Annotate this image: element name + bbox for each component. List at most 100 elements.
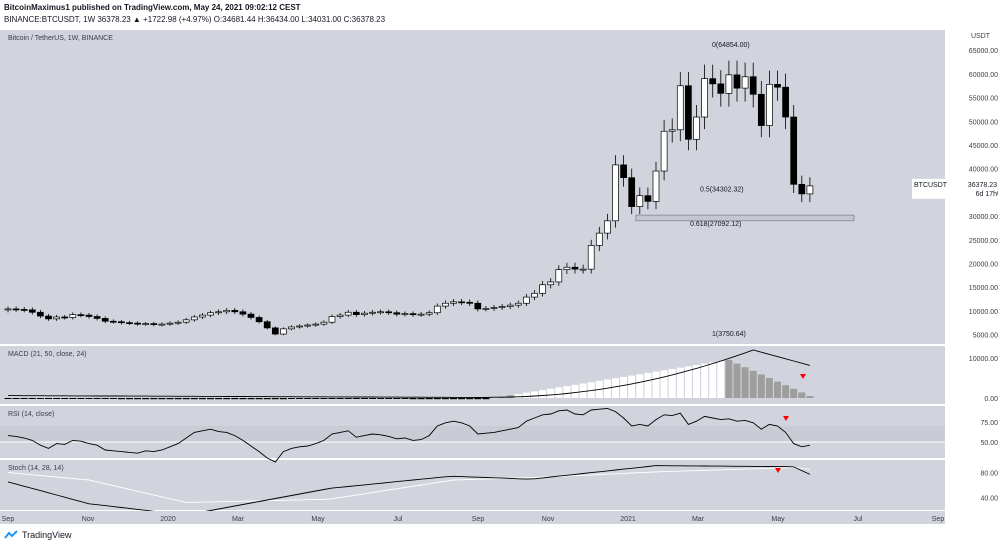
candlestick-chart-svg[interactable]: 0(64854.00) 0.5(34302.32) 0.618(27092.12) 1…: [0, 30, 1000, 524]
candle-body: [369, 311, 376, 314]
candle-body: [701, 78, 708, 118]
x-tick-label: Mar: [232, 516, 245, 523]
candle-body: [101, 318, 109, 322]
rsi-bearish-marker: [783, 416, 789, 421]
macd-hist-bar: [790, 388, 798, 398]
rsi-line: [7, 407, 810, 463]
macd-hist-bar: [393, 398, 401, 399]
macd-hist-bar: [150, 398, 158, 400]
candle-body: [757, 93, 765, 126]
macd-hist-bar: [85, 398, 93, 399]
rsi-panel-label: RSI (14, close): [8, 411, 54, 418]
macd-hist-bar: [296, 398, 304, 399]
macd-hist-bar: [304, 398, 312, 399]
candle-body: [749, 76, 757, 95]
macd-hist-bar: [312, 398, 320, 399]
candle-body: [547, 281, 555, 286]
macd-hist-bar: [563, 386, 571, 398]
macd-hist-bar: [798, 392, 806, 398]
candle-body: [409, 313, 417, 316]
candle-body: [555, 269, 563, 283]
candle-body: [182, 319, 190, 323]
candle-body: [523, 296, 530, 304]
macd-hist-bar: [109, 398, 117, 399]
macd-tick-label: 0.00: [984, 396, 998, 403]
candle-body: [425, 312, 433, 315]
macd-hist-bar: [126, 398, 133, 400]
candle-body: [109, 320, 117, 323]
chart-area[interactable]: 0(64854.00) 0.5(34302.32) 0.618(27092.12) 1…: [0, 30, 1000, 524]
macd-hist-bar: [531, 391, 538, 398]
price-tick-label: 10000.00: [969, 309, 998, 316]
candle-body: [296, 325, 303, 328]
candle-body: [774, 83, 781, 88]
macd-hist-bar: [279, 398, 287, 400]
candle-body: [223, 310, 231, 313]
candle-body: [806, 185, 814, 195]
macd-hist-bar: [612, 378, 619, 398]
macd-hist-bar: [603, 379, 611, 398]
x-tick-label: Nov: [82, 516, 95, 523]
macd-hist-bar: [547, 388, 555, 398]
candle-body: [271, 327, 279, 335]
currency-label: USDT: [971, 33, 991, 40]
tradingview-logo-icon: [4, 530, 18, 539]
macd-hist-bar: [474, 398, 482, 400]
macd-hist-bar: [12, 398, 20, 399]
tradingview-footer: TradingView: [4, 530, 72, 540]
macd-hist-bar: [377, 398, 385, 399]
macd-hist-bar: [522, 392, 530, 398]
candle-body: [725, 74, 733, 94]
price-tick-label: 15000.00: [969, 285, 998, 292]
candle-body: [676, 85, 684, 131]
stoch-panel-bg: [0, 460, 945, 510]
x-tick-label: Sep: [472, 516, 485, 523]
candle-body: [717, 83, 725, 94]
price-tick-label: 30000.00: [969, 214, 998, 221]
candle-body: [93, 316, 101, 319]
candle-body: [61, 316, 69, 319]
macd-hist-bar: [441, 398, 449, 400]
macd-hist-bar: [482, 398, 490, 400]
candle-body: [231, 310, 239, 313]
price-tick-label: 25000.00: [969, 238, 998, 245]
fib-level-0.5: 0.5(34302.32): [700, 187, 744, 194]
macd-hist-bar: [360, 398, 368, 399]
stoch-tick-label: 80.00: [980, 471, 998, 478]
last-price-symbol: BTCUSDT: [914, 182, 948, 189]
macd-tick-label: 10000.00: [969, 356, 998, 363]
macd-hist-bar: [466, 398, 474, 400]
macd-hist-bar: [336, 398, 344, 399]
price-tick-label: 60000.00: [969, 72, 998, 79]
candle-body: [215, 311, 222, 314]
macd-hist-bar: [587, 382, 595, 398]
macd-hist-bar: [409, 398, 417, 400]
macd-hist-bar: [636, 374, 644, 398]
candle-body: [579, 268, 587, 271]
fib-level-0: 0(64854.00): [712, 42, 750, 49]
x-tick-label: May: [311, 516, 325, 523]
candle-body: [69, 314, 77, 318]
candle-body: [174, 321, 182, 324]
x-tick-label: Jul: [394, 516, 403, 523]
macd-hist-bar: [320, 398, 328, 399]
macd-hist-bar: [644, 372, 652, 398]
candle-body: [604, 220, 611, 234]
candle-body: [361, 312, 368, 315]
candle-body: [263, 321, 271, 329]
candle-body: [620, 164, 627, 179]
last-price-tag-bg: [912, 178, 997, 199]
candle-body: [442, 302, 449, 307]
macd-hist-bar: [668, 368, 676, 398]
macd-hist-bar: [207, 398, 214, 400]
macd-hist-bar: [134, 398, 142, 400]
macd-hist-bar: [433, 398, 441, 400]
macd-hist-bar: [288, 398, 295, 399]
candle-body: [733, 74, 741, 89]
macd-hist-bar: [263, 398, 271, 400]
price-tick-label: 65000.00: [969, 48, 998, 55]
candle-body: [474, 302, 482, 310]
candle-body: [668, 129, 676, 132]
macd-hist-bar: [223, 398, 231, 400]
candle-body: [612, 164, 619, 222]
